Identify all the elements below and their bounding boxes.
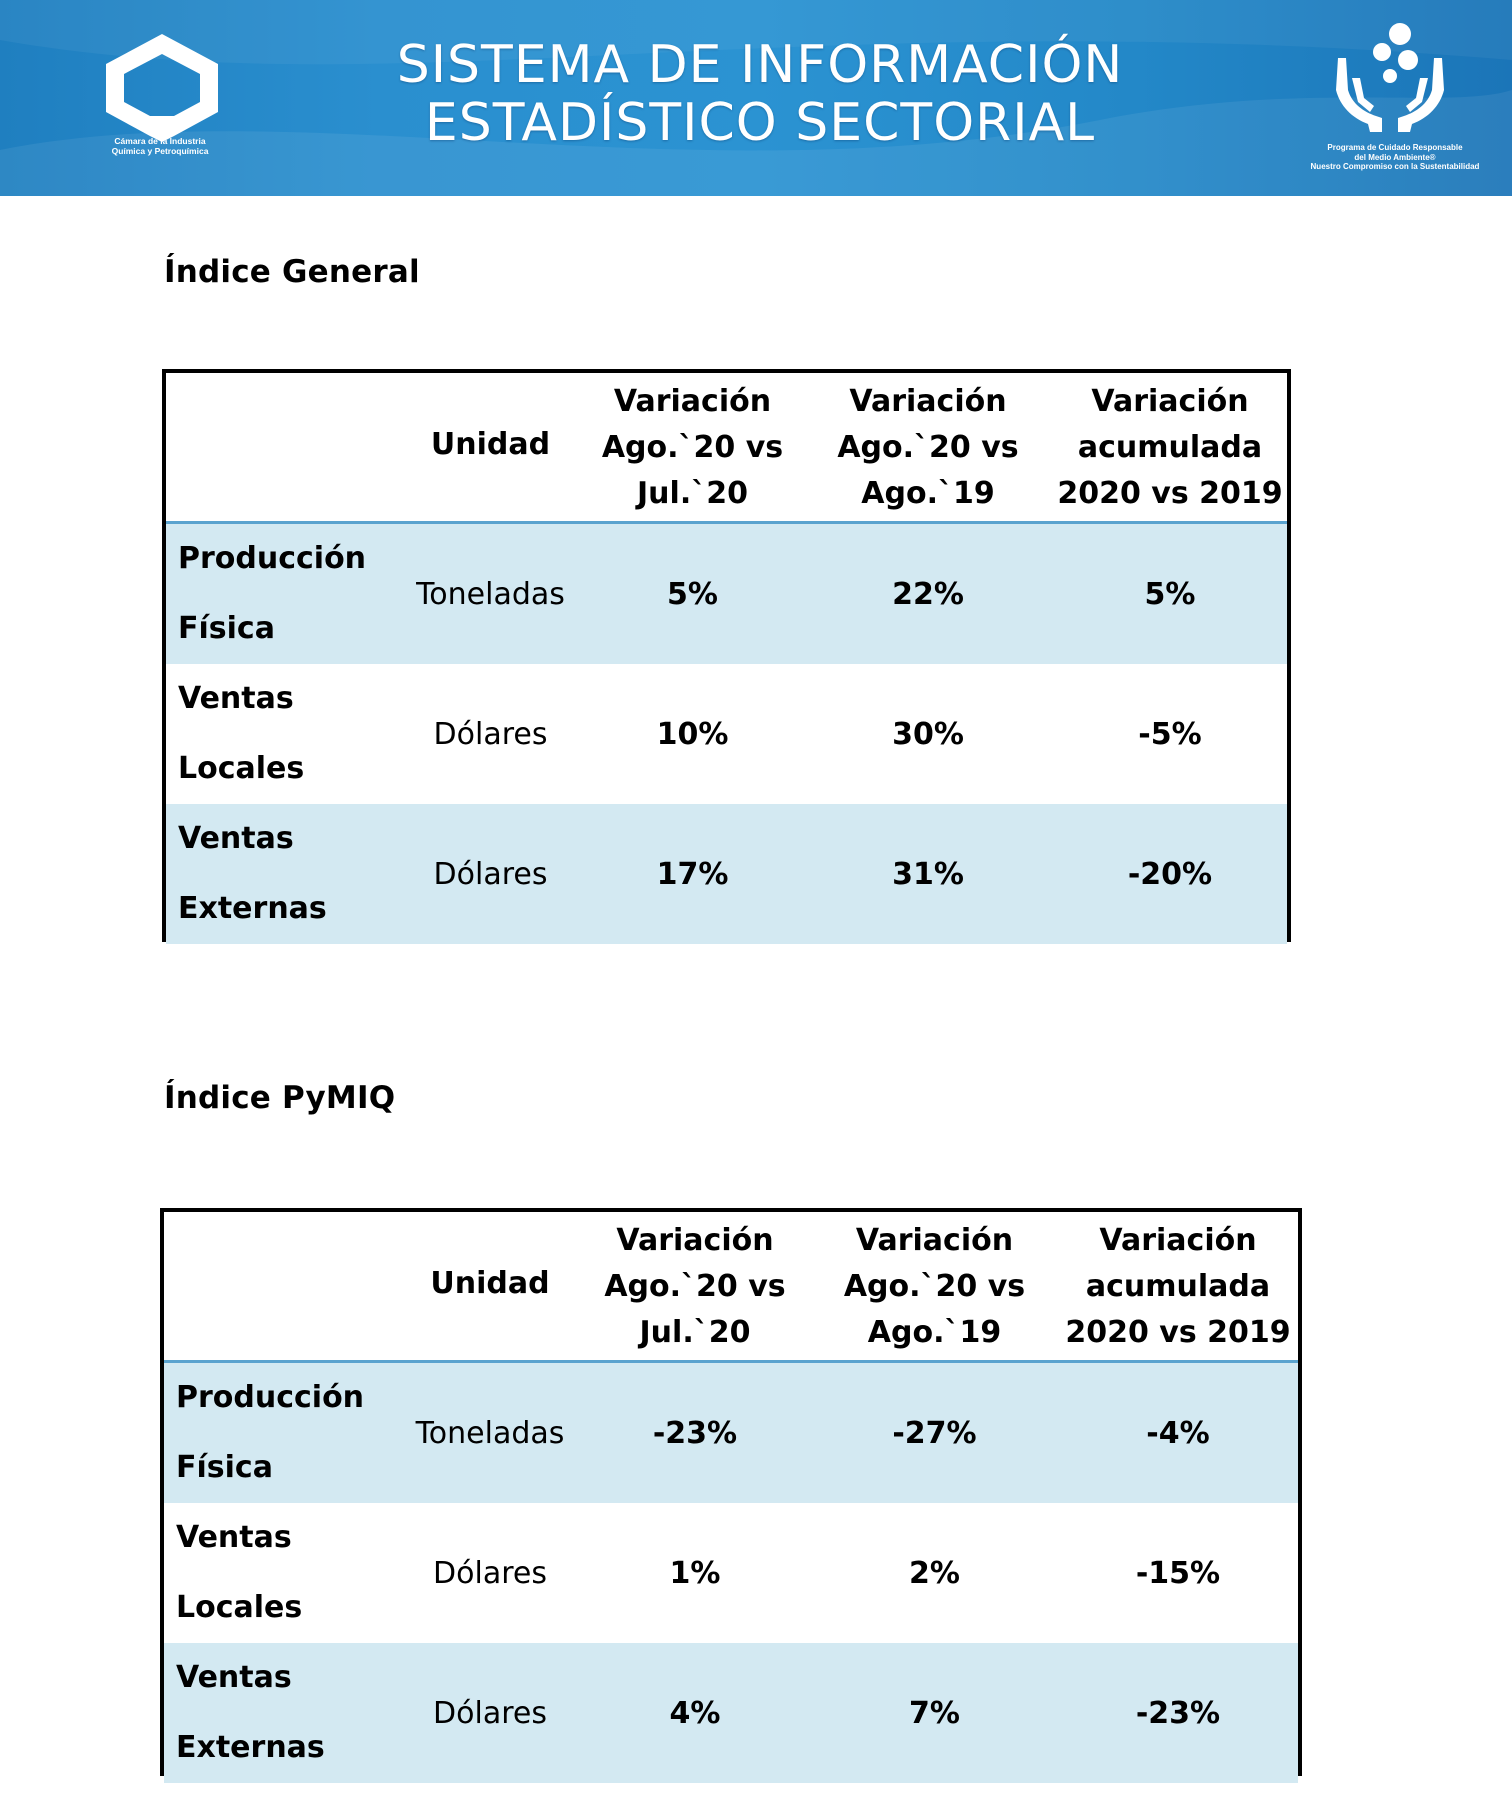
banner-wave-decoration <box>0 0 1512 196</box>
row-var-mensual: 1% <box>669 1555 721 1591</box>
table-row: Producción Física Toneladas 5% 22% 5% <box>166 522 1287 664</box>
row-var-interanual: 31% <box>803 804 1053 944</box>
section-title-indice-pymiq: Índice PyMIQ <box>164 1080 396 1116</box>
ciqyp-logo-icon <box>106 34 218 142</box>
table-row: Ventas Externas Dólares 17% 31% -20% <box>166 804 1287 944</box>
section-title-indice-general: Índice General <box>164 254 420 290</box>
row-unit: Dólares <box>433 716 548 752</box>
header-blank <box>166 373 399 524</box>
banner-title: SISTEMA DE INFORMACIÓN ESTADÍSTICO SECTO… <box>330 36 1190 152</box>
row-var-acumulada: -4% <box>1058 1361 1298 1503</box>
responsible-care-hands-icon <box>1336 23 1444 132</box>
row-label: Ventas Locales <box>176 1520 303 1625</box>
header-var-interanual: Variación Ago.`20 vs Ago.`19 <box>811 1212 1058 1363</box>
row-label: Ventas Externas <box>166 804 399 944</box>
row-var-mensual: 17% <box>582 804 803 944</box>
left-logo-caption: Cámara de la Industria Química y Petroqu… <box>111 136 209 156</box>
row-unit: Dólares <box>433 1555 547 1591</box>
header-var-acumulada: Variación acumulada 2020 vs 2019 <box>1053 373 1287 524</box>
header-var-mensual: Variación Ago.`20 vs Jul.`20 <box>582 373 803 524</box>
row-unit: Toneladas <box>401 1361 579 1503</box>
right-logo-caption: Programa de Cuidado Responsable del Medi… <box>1310 143 1480 171</box>
header-var-interanual: Variación Ago.`20 vs Ago.`19 <box>803 373 1053 524</box>
table-header-row: Unidad Variación Ago.`20 vs Jul.`20 Vari… <box>166 373 1287 524</box>
row-var-mensual: 4% <box>579 1643 811 1783</box>
header-unidad: Unidad <box>401 1212 579 1363</box>
row-label: Ventas Locales <box>178 681 305 786</box>
table-row: Ventas Locales Dólares 1% 2% -15% <box>164 1503 1298 1643</box>
row-label: Ventas Externas <box>164 1643 401 1783</box>
table-header-row: Unidad Variación Ago.`20 vs Jul.`20 Vari… <box>164 1212 1298 1363</box>
table-indice-general: Unidad Variación Ago.`20 vs Jul.`20 Vari… <box>162 369 1291 944</box>
row-var-interanual: 22% <box>803 522 1053 664</box>
row-unit: Toneladas <box>399 522 582 664</box>
row-var-acumulada: -15% <box>1135 1555 1221 1591</box>
row-var-mensual: 10% <box>656 716 729 752</box>
row-unit: Dólares <box>401 1643 579 1783</box>
header-var-acumulada: Variación acumulada 2020 vs 2019 <box>1058 1212 1298 1363</box>
row-var-interanual: -27% <box>811 1361 1058 1503</box>
table-row: Producción Física Toneladas -23% -27% -4% <box>164 1361 1298 1503</box>
row-var-mensual: 5% <box>582 522 803 664</box>
row-var-acumulada: -23% <box>1058 1643 1298 1783</box>
banner-title-line1: SISTEMA DE INFORMACIÓN <box>396 35 1124 95</box>
table-row: Ventas Locales Dólares 10% 30% -5% <box>166 664 1287 804</box>
row-var-acumulada: -5% <box>1138 716 1202 752</box>
row-unit: Dólares <box>399 804 582 944</box>
row-label: Producción Física <box>166 522 399 664</box>
row-var-acumulada: -20% <box>1053 804 1287 944</box>
table-row: Ventas Externas Dólares 4% 7% -23% <box>164 1643 1298 1783</box>
header-var-mensual: Variación Ago.`20 vs Jul.`20 <box>579 1212 811 1363</box>
row-var-mensual: -23% <box>579 1361 811 1503</box>
header-blank <box>164 1212 401 1363</box>
row-var-interanual: 7% <box>811 1643 1058 1783</box>
table-indice-pymiq: Unidad Variación Ago.`20 vs Jul.`20 Vari… <box>160 1208 1302 1783</box>
row-var-interanual: 30% <box>892 716 964 752</box>
header-unidad: Unidad <box>399 373 582 524</box>
header-banner: Cámara de la Industria Química y Petroqu… <box>0 0 1512 196</box>
row-var-interanual: 2% <box>909 1555 960 1591</box>
banner-title-line2: ESTADÍSTICO SECTORIAL <box>424 93 1096 153</box>
row-label: Producción Física <box>164 1361 401 1503</box>
row-var-acumulada: 5% <box>1053 522 1287 664</box>
